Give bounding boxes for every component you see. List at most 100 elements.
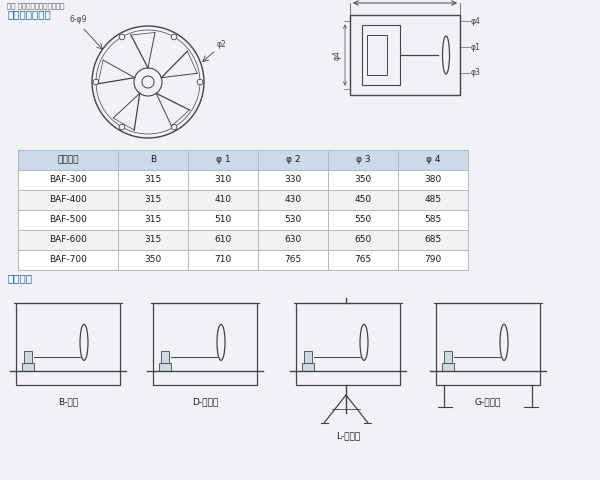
Text: 310: 310 [214,176,232,184]
Text: 650: 650 [355,236,371,244]
Bar [328,210,398,230]
Bar [118,210,188,230]
Bar [118,150,188,170]
Bar [398,190,468,210]
Bar [18,210,118,230]
Text: 410: 410 [214,195,232,204]
Bar [118,170,188,190]
Bar [159,363,171,371]
Circle shape [119,34,125,40]
Text: 585: 585 [424,216,442,225]
Text: 790: 790 [424,255,442,264]
Circle shape [171,124,177,130]
Text: φ2: φ2 [217,40,227,49]
Text: 315: 315 [145,216,161,225]
Circle shape [93,79,99,85]
Text: 380: 380 [424,176,442,184]
Text: BAF-300: BAF-300 [49,176,87,184]
Text: φ1: φ1 [471,43,481,51]
Bar [304,351,312,363]
Bar [118,190,188,210]
Text: φ 1: φ 1 [215,156,230,165]
Text: φ 2: φ 2 [286,156,300,165]
Bar [302,363,314,371]
Text: B: B [150,156,156,165]
Text: D-管道式: D-管道式 [192,397,218,406]
Bar [398,250,468,270]
Bar [118,250,188,270]
Text: 350: 350 [145,255,161,264]
Text: B-壁式: B-壁式 [58,397,78,406]
Text: φ4: φ4 [471,17,481,26]
Bar [328,190,398,210]
Bar [16,303,120,385]
Text: 450: 450 [355,195,371,204]
Text: φ 4: φ 4 [426,156,440,165]
Circle shape [119,124,125,130]
Text: 6-φ9: 6-φ9 [70,15,88,24]
Text: 485: 485 [424,195,442,204]
Text: 430: 430 [284,195,302,204]
Text: BAF-600: BAF-600 [49,236,87,244]
Text: 530: 530 [284,216,302,225]
Bar [328,250,398,270]
Bar [18,250,118,270]
Bar [18,170,118,190]
Bar [398,150,468,170]
Bar [188,230,258,250]
Bar [398,210,468,230]
Text: 315: 315 [145,195,161,204]
Bar [328,230,398,250]
Text: 685: 685 [424,236,442,244]
Bar [258,150,328,170]
Text: B: B [402,0,408,1]
Circle shape [171,34,177,40]
Bar [296,303,400,385]
Bar [258,170,328,190]
Text: 765: 765 [355,255,371,264]
Text: 710: 710 [214,255,232,264]
Text: φ4: φ4 [332,50,341,60]
Bar [161,351,169,363]
Bar [153,303,257,385]
Bar [442,363,454,371]
Text: 安装形式: 安装形式 [7,273,32,283]
Text: φ3: φ3 [471,68,481,77]
Bar [436,303,540,385]
Text: BAF-400: BAF-400 [49,195,87,204]
Bar [18,230,118,250]
Bar [328,170,398,190]
Text: φ 3: φ 3 [356,156,370,165]
Bar [18,190,118,210]
Bar [350,15,460,95]
Text: L-岗位式: L-岗位式 [336,431,360,440]
Text: 610: 610 [214,236,232,244]
Text: 550: 550 [355,216,371,225]
Bar [188,150,258,170]
Text: 765: 765 [284,255,302,264]
Bar [188,210,258,230]
Bar [22,363,34,371]
Text: 型号规格: 型号规格 [57,156,79,165]
Bar [258,230,328,250]
Bar [367,35,387,75]
Bar [24,351,32,363]
Bar [258,250,328,270]
Text: BAF-700: BAF-700 [49,255,87,264]
Text: 630: 630 [284,236,302,244]
Bar [398,170,468,190]
Text: 外形及安装尺屸: 外形及安装尺屸 [7,9,51,19]
Bar [188,250,258,270]
Text: 510: 510 [214,216,232,225]
Bar [188,190,258,210]
Bar [118,230,188,250]
Text: G-固定式: G-固定式 [475,397,501,406]
Bar [328,150,398,170]
Bar [258,190,328,210]
Bar [444,351,452,363]
Text: 注： 订购时需提出以上标准．: 注： 订购时需提出以上标准． [7,2,65,9]
Text: 350: 350 [355,176,371,184]
Bar [258,210,328,230]
Text: 315: 315 [145,236,161,244]
Text: BAF-500: BAF-500 [49,216,87,225]
